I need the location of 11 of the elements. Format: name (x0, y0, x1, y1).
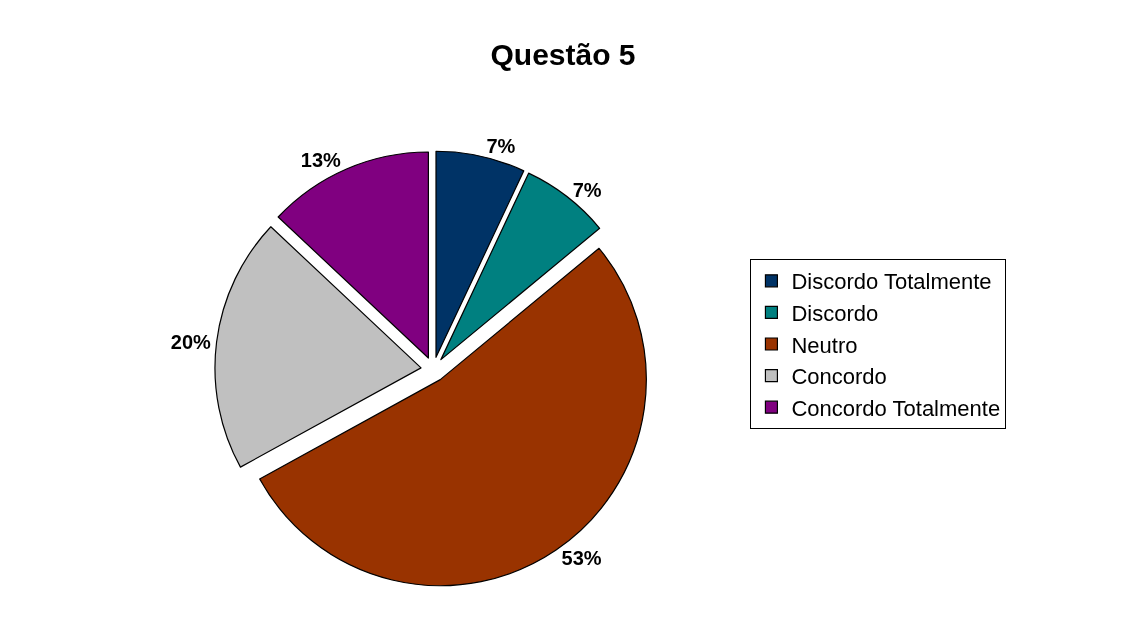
chart-title: Questão 5 (490, 37, 636, 71)
legend-label: Neutro (791, 332, 858, 358)
data-label: 13% (300, 148, 342, 171)
legend-label: Concordo (791, 364, 887, 390)
data-label: 7% (572, 178, 602, 201)
data-label: 20% (170, 330, 212, 353)
data-label: 7% (486, 134, 516, 157)
data-label: 53% (561, 546, 602, 569)
legend-label: Discordo (791, 300, 879, 326)
legend-label: Concordo Totalmente (791, 395, 1001, 421)
legend-label: Discordo Totalmente (791, 269, 992, 295)
